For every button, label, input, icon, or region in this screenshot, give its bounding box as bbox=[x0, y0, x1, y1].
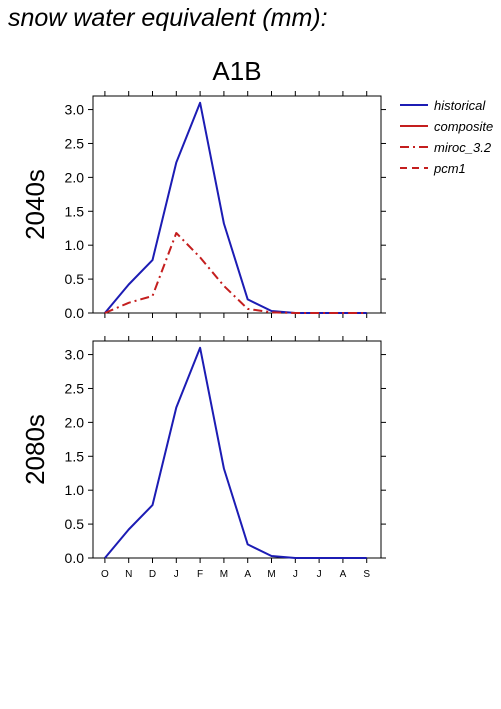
plot-frame bbox=[92, 340, 382, 559]
chart-title: A1B bbox=[212, 56, 261, 86]
panels-layer: 0.0 0.5 1.0 1.5 2.0 2.5 3.0 2040s 0.0 0.5 1.0 1.5 2.… bbox=[20, 91, 386, 580]
panel-label: 2080s bbox=[20, 414, 50, 485]
page-title: snow water equivalent (mm): bbox=[8, 4, 328, 32]
y-tick-label: 3.0 bbox=[65, 102, 85, 118]
series-line-historical bbox=[104, 346, 367, 559]
x-tick-label: F bbox=[197, 569, 203, 580]
y-tick-label: 2.5 bbox=[65, 380, 85, 396]
x-tick-label: M bbox=[220, 569, 228, 580]
x-tick-label: M bbox=[267, 569, 275, 580]
series-line-historical bbox=[104, 101, 367, 314]
plot-frame bbox=[92, 95, 382, 314]
y-tick-label: 1.5 bbox=[65, 448, 85, 464]
y-tick-label: 1.0 bbox=[65, 482, 85, 498]
x-tick-label: O bbox=[101, 569, 109, 580]
x-tick-label: J bbox=[317, 569, 322, 580]
x-tick-label: A bbox=[340, 569, 347, 580]
panel-2080s: 0.0 0.5 1.0 1.5 2.0 2.5 3.0 O N D J F M A M J J A S 2080s bbox=[20, 336, 386, 580]
x-tick-label: N bbox=[125, 569, 132, 580]
legend-label-pcm1: pcm1 bbox=[433, 161, 466, 176]
x-tick-label: J bbox=[293, 569, 298, 580]
x-tick-label: D bbox=[149, 569, 156, 580]
y-tick-label: 2.0 bbox=[65, 414, 85, 430]
x-tick-label: A bbox=[244, 569, 251, 580]
panel-2040s: 0.0 0.5 1.0 1.5 2.0 2.5 3.0 2040s bbox=[20, 91, 386, 321]
panel-label: 2040s bbox=[20, 169, 50, 240]
y-tick-label: 2.5 bbox=[65, 135, 85, 151]
y-tick-label: 0.5 bbox=[65, 271, 85, 287]
legend-label-miroc_3.2: miroc_3.2 bbox=[434, 140, 492, 155]
y-tick-label: 1.0 bbox=[65, 237, 85, 253]
x-tick-label: S bbox=[363, 569, 370, 580]
series-line-miroc_3.2 bbox=[104, 232, 367, 314]
y-tick-label: 3.0 bbox=[65, 347, 85, 363]
y-tick-label: 1.5 bbox=[65, 203, 85, 219]
legend: historical composite miroc_3.2 pcm1 bbox=[400, 98, 493, 176]
y-tick-label: 0.0 bbox=[65, 550, 85, 566]
y-tick-label: 0.0 bbox=[65, 305, 85, 321]
x-tick-label: J bbox=[174, 569, 179, 580]
legend-label-composite: composite bbox=[434, 119, 493, 134]
legend-label-historical: historical bbox=[434, 98, 486, 113]
y-tick-label: 0.5 bbox=[65, 516, 85, 532]
y-tick-label: 2.0 bbox=[65, 169, 85, 185]
